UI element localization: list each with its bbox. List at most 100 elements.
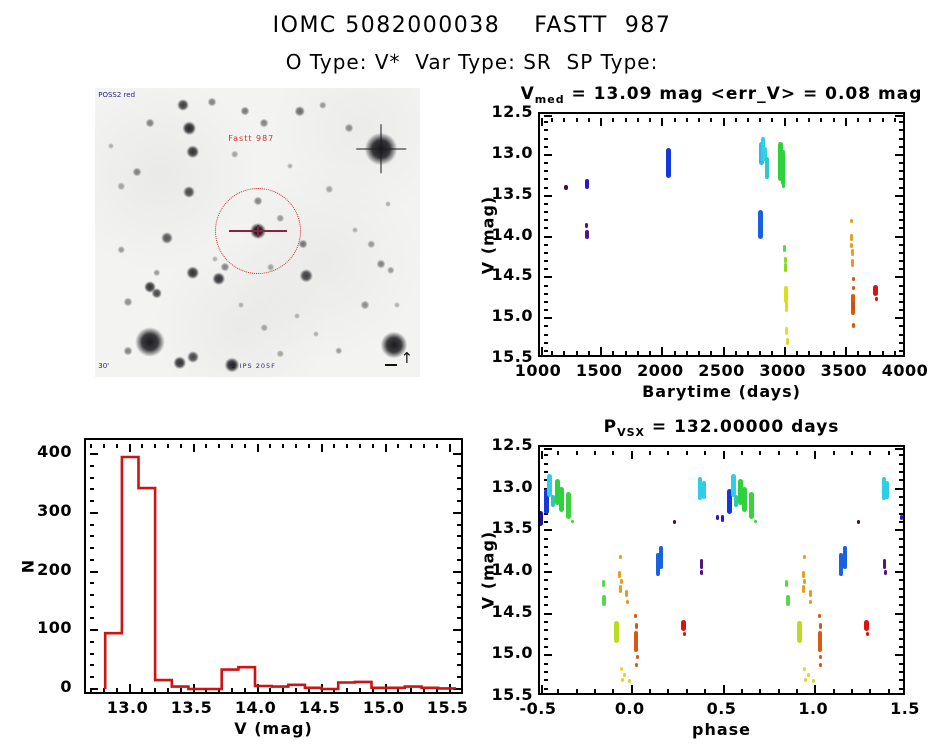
axis-tick: [544, 170, 548, 173]
axis-tick: [457, 500, 461, 503]
axis-tick: [740, 451, 743, 455]
axis-tick: [90, 558, 94, 561]
data-point: [797, 621, 803, 643]
axis-tick: [90, 523, 94, 526]
axis-tick: [899, 227, 903, 230]
axis-tick: [710, 118, 713, 122]
axis-tick: [899, 202, 903, 205]
data-point: [849, 219, 853, 224]
y-axis-label: V (mag): [478, 530, 498, 610]
axis-tick: [179, 688, 182, 692]
axis-tick: [893, 351, 896, 355]
axis-tick: [243, 688, 246, 692]
axis-tick: [90, 488, 94, 491]
axis-tick: [90, 453, 98, 456]
axis-tick: [685, 118, 688, 122]
star: [151, 287, 162, 299]
axis-tick: [457, 488, 461, 491]
axis-tick: [899, 646, 903, 648]
data-point: [899, 515, 903, 521]
axis-tick: [649, 689, 652, 693]
data-point: [864, 620, 870, 632]
star: [231, 150, 239, 159]
axis-tick: [141, 688, 144, 692]
axis-tick: [457, 535, 461, 538]
axis-tick: [814, 451, 817, 459]
axis-tick: [90, 511, 98, 514]
data-point: [634, 631, 639, 652]
axis-tick: [899, 325, 903, 328]
plot-area: [538, 445, 905, 695]
axis-tick: [899, 554, 903, 557]
axis-tick: [673, 118, 676, 122]
star: [352, 226, 358, 233]
axis-tick: [575, 351, 578, 355]
data-point: [785, 327, 789, 336]
axis-tick: [899, 587, 903, 590]
data-point: [783, 263, 787, 272]
axis-tick: [154, 688, 157, 692]
axis-tick: [832, 689, 835, 693]
axis-tick-label: 3000: [759, 361, 806, 380]
data-point: [698, 477, 702, 501]
data-point: [623, 672, 627, 677]
data-point: [682, 632, 686, 637]
axis-tick: [457, 605, 461, 608]
finder-chart: POSS2 red Fastt 987 30' 2 IPS 205F ↑: [95, 88, 420, 377]
axis-tick: [649, 451, 652, 455]
axis-tick: [904, 118, 905, 126]
axis-tick: [624, 351, 627, 355]
data-point: [547, 473, 553, 497]
axis-tick: [820, 118, 823, 122]
axis-tick: [544, 562, 548, 565]
axis-tick: [544, 276, 552, 279]
axis-tick: [777, 451, 780, 455]
axis-tick: [869, 118, 872, 122]
axis-tick: [90, 570, 98, 573]
data-point: [742, 487, 748, 512]
axis-tick: [771, 351, 774, 355]
axis-tick: [895, 153, 903, 156]
axis-tick: [541, 118, 543, 126]
axis-tick: [457, 652, 461, 655]
data-point: [808, 589, 812, 597]
data-point: [817, 613, 821, 618]
star: [387, 266, 395, 274]
axis-tick: [624, 118, 627, 122]
axis-tick: [899, 629, 903, 632]
axis-tick: [90, 640, 94, 643]
axis-tick: [904, 451, 905, 459]
axis-tick: [667, 451, 670, 455]
data-point: [873, 284, 879, 297]
star: [123, 297, 132, 307]
axis-tick-label: 15.0: [491, 643, 533, 663]
data-point: [850, 248, 854, 257]
axis-tick: [722, 685, 725, 693]
axis-tick: [899, 479, 903, 482]
axis-tick: [544, 227, 548, 230]
axis-tick: [90, 547, 94, 550]
axis-tick: [90, 500, 94, 503]
axis-tick: [457, 617, 461, 620]
axis-tick: [192, 444, 195, 452]
star: [123, 346, 132, 356]
axis-tick: [722, 347, 725, 355]
axis-tick: [899, 186, 903, 189]
axis-tick: [90, 594, 94, 596]
axis-tick: [759, 118, 762, 122]
axis-tick: [544, 671, 548, 673]
data-point: [673, 520, 677, 525]
data-point: [783, 245, 787, 252]
axis-tick: [541, 685, 543, 693]
axis-tick-label: 0.0: [614, 699, 645, 718]
data-point: [874, 296, 878, 301]
star: [287, 163, 293, 170]
plot-area: [84, 438, 463, 694]
star: [266, 263, 275, 271]
axis-tick: [895, 487, 903, 490]
data-point: [839, 552, 844, 577]
data-point: [818, 662, 822, 667]
star: [298, 239, 308, 249]
axis-tick-label: 0.5: [706, 699, 737, 718]
axis-tick: [544, 251, 548, 254]
